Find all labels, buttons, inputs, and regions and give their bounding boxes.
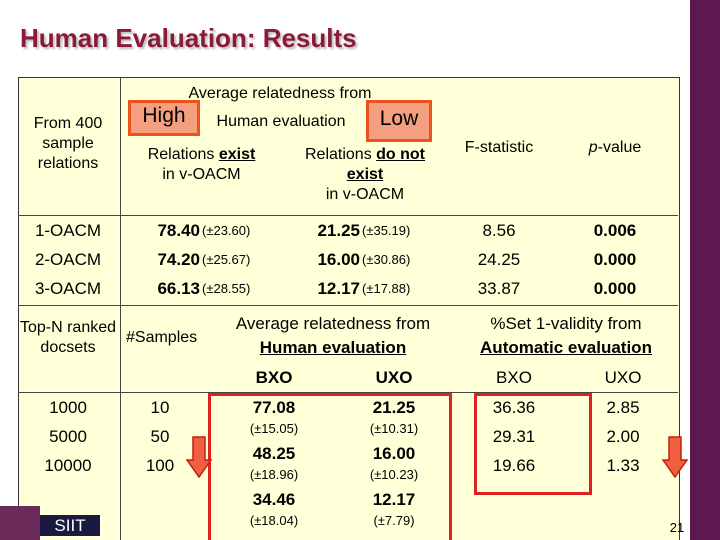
f-statistic: 8.56 — [482, 221, 516, 240]
side-bar — [690, 0, 720, 540]
std-value: (±30.86) — [362, 252, 411, 267]
mean-value: 78.40 — [157, 221, 200, 240]
validity-value: 2.85 — [606, 398, 640, 417]
std-value: (±15.05) — [249, 421, 299, 436]
validity-value: 2.00 — [606, 427, 640, 446]
footer-logo-text: SIIT — [40, 515, 100, 537]
std-value: (±25.67) — [202, 252, 251, 267]
std-value: (±23.60) — [202, 223, 251, 238]
slide-title: Human Evaluation: Results — [20, 23, 357, 53]
header-text: Relations — [147, 146, 215, 163]
table-panel — [18, 77, 680, 540]
p-value: 0.000 — [593, 250, 637, 269]
sub-column-header: BXO — [496, 368, 532, 387]
group-subheader: Human evaluation — [259, 338, 407, 357]
header-text: Relations — [304, 146, 372, 163]
group-subheader: Automatic evaluation — [480, 338, 652, 357]
down-arrow — [186, 436, 212, 478]
corner-header: From 400 sample relations — [33, 115, 103, 172]
logo-mark — [0, 506, 40, 540]
mean-value: 12.17 — [317, 279, 360, 298]
row-divider — [18, 305, 678, 306]
row-divider — [18, 392, 678, 393]
p-value: 0.000 — [593, 279, 637, 298]
std-value: (±18.96) — [249, 467, 299, 482]
column-header: Relations do not exist in v-OACM — [290, 145, 440, 205]
f-statistic: 33.87 — [477, 279, 521, 298]
std-value: (±10.31) — [369, 421, 419, 436]
column-header: F-statistic — [464, 139, 534, 156]
validity-value: 29.31 — [492, 427, 536, 446]
mean-value: 77.08 — [252, 398, 296, 417]
mean-value: 74.20 — [157, 250, 200, 269]
row-label: 5000 — [49, 427, 87, 446]
high-label: High — [142, 104, 186, 127]
col-divider — [120, 77, 121, 540]
mean-value: 66.13 — [157, 279, 200, 298]
std-value: (±35.19) — [362, 223, 411, 238]
group-header: %Set 1-validity from — [490, 314, 642, 333]
header-emphasis: do not exist — [346, 146, 426, 183]
sample-count: 10 — [150, 398, 170, 417]
row-label: 1000 — [49, 398, 87, 417]
group-header: Average relatedness from — [188, 85, 372, 102]
header-emphasis: exist — [218, 146, 256, 163]
sub-column-header: UXO — [604, 368, 642, 387]
mean-value: 12.17 — [372, 490, 416, 509]
column-header: p-value — [555, 138, 675, 158]
group-subheader: Human evaluation — [216, 113, 346, 130]
highlight-box — [208, 393, 452, 540]
std-value: (±10.23) — [369, 467, 419, 482]
std-value: (±17.88) — [362, 281, 411, 296]
validity-value: 1.33 — [606, 456, 640, 475]
mean-value: 21.25 — [317, 221, 360, 240]
std-value: (±7.79) — [373, 513, 415, 528]
mean-value: 48.25 — [252, 444, 296, 463]
f-statistic: 24.25 — [477, 250, 521, 269]
header-text: in v-OACM — [162, 166, 241, 183]
column-header: Relations exist in v-OACM — [120, 145, 283, 185]
validity-value: 19.66 — [492, 456, 536, 475]
mean-value: 16.00 — [372, 444, 416, 463]
column-header: Top-N ranked docsets — [19, 319, 117, 356]
down-arrow — [662, 436, 688, 478]
row-label: 10000 — [44, 456, 92, 475]
sub-column-header: UXO — [375, 368, 413, 387]
sample-count: 100 — [145, 456, 175, 475]
std-value: (±28.55) — [202, 281, 251, 296]
row-divider — [18, 215, 678, 216]
sub-column-header: BXO — [255, 368, 293, 387]
header-text: in v-OACM — [325, 186, 405, 203]
page-number: 21 — [669, 520, 685, 535]
sample-count: 50 — [150, 427, 170, 446]
mean-value: 21.25 — [372, 398, 416, 417]
low-box — [366, 100, 432, 142]
p-value: 0.006 — [593, 221, 637, 240]
mean-value: 16.00 — [317, 250, 360, 269]
row-label: 3-OACM — [34, 279, 102, 298]
validity-value: 36.36 — [492, 398, 536, 417]
mean-value: 34.46 — [252, 490, 296, 509]
header-text: p — [588, 139, 598, 156]
high-box — [128, 100, 200, 136]
row-label: 2-OACM — [34, 250, 102, 269]
header-text: -value — [597, 139, 642, 156]
highlight-box — [474, 393, 592, 495]
group-header: Average relatedness from — [235, 314, 431, 333]
row-label: 1-OACM — [34, 221, 102, 240]
std-value: (±18.04) — [249, 513, 299, 528]
column-header: #Samples — [126, 329, 198, 346]
low-label: Low — [379, 107, 419, 130]
